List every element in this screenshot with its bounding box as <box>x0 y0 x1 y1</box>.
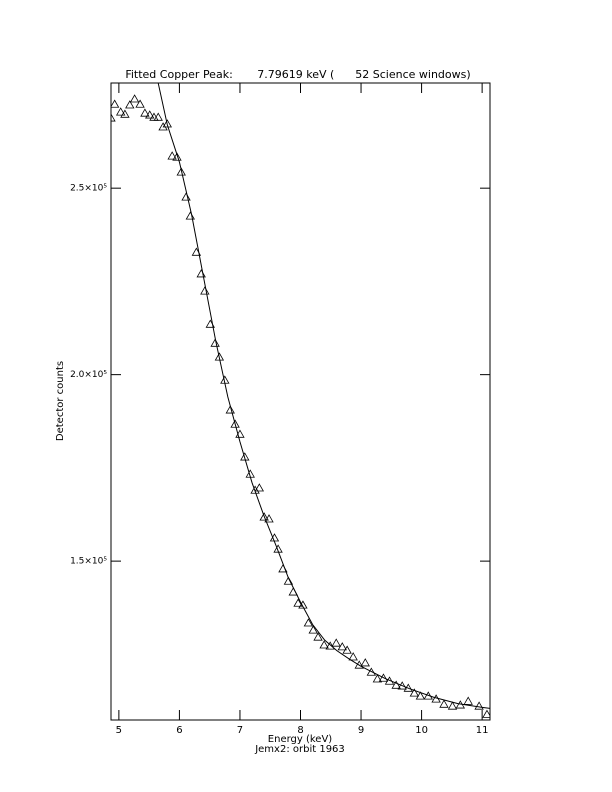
data-point <box>158 122 168 131</box>
data-point <box>225 405 235 414</box>
data-point <box>331 638 341 647</box>
data-point <box>378 673 389 682</box>
data-point <box>308 625 318 634</box>
data-point <box>196 269 206 278</box>
data-point <box>319 640 329 649</box>
data-point <box>259 512 269 521</box>
data-point <box>463 696 473 705</box>
data-point <box>391 680 401 689</box>
data-point <box>240 452 250 461</box>
chart-subtitle: Jemx2: orbit 1963 <box>254 744 345 755</box>
fit-line <box>157 83 490 709</box>
data-point <box>397 681 407 690</box>
data-point <box>366 667 377 676</box>
data-point <box>111 113 116 122</box>
data-point <box>439 699 449 708</box>
data-point <box>360 658 370 667</box>
x-tick-label: 7 <box>237 725 243 736</box>
x-tick-label: 8 <box>297 725 303 736</box>
data-point <box>474 701 484 710</box>
y-tick-label: 1.5×10⁵ <box>70 557 107 567</box>
data-point <box>181 192 191 201</box>
plot-frame <box>110 82 491 721</box>
data-point <box>200 286 210 295</box>
data-point <box>140 108 150 117</box>
data-point <box>185 211 196 220</box>
chart-title: Fitted Copper Peak: 7.79619 keV ( 52 Sci… <box>125 68 470 81</box>
data-point <box>342 645 352 654</box>
x-tick-label: 11 <box>476 725 489 736</box>
data-point <box>298 600 308 609</box>
data-point <box>153 112 163 121</box>
data-point <box>250 485 260 494</box>
y-tick-label: 2.0×10⁵ <box>70 370 107 380</box>
data-point <box>254 483 265 492</box>
data-point <box>409 688 420 697</box>
x-tick-label: 5 <box>116 725 122 736</box>
data-point <box>354 660 364 669</box>
data-point <box>313 632 323 641</box>
x-tick-label: 9 <box>358 725 364 736</box>
data-point <box>115 107 126 116</box>
data-point <box>129 94 140 103</box>
x-tick-label: 10 <box>415 725 428 736</box>
data-point <box>167 151 177 160</box>
data-point <box>145 110 155 119</box>
y-axis-label: Detector counts <box>55 361 66 441</box>
data-point <box>337 642 347 651</box>
data-point <box>176 167 186 176</box>
data-point <box>283 576 294 585</box>
x-axis-label: Energy (keV) <box>268 734 333 745</box>
data-point <box>264 514 274 523</box>
y-tick-label: 2.5×10⁵ <box>70 184 107 194</box>
data-point <box>482 709 490 718</box>
data-point <box>125 100 135 109</box>
data-point <box>120 109 130 118</box>
data-point <box>293 598 303 607</box>
x-tick-label: 6 <box>176 725 182 736</box>
data-point <box>415 691 426 700</box>
data-point <box>172 152 182 161</box>
data-point <box>348 652 358 661</box>
data-point <box>135 99 145 108</box>
data-point <box>111 99 120 108</box>
data-point <box>162 119 172 128</box>
data-point <box>210 338 220 347</box>
data-point <box>303 618 314 627</box>
data-point <box>230 419 240 428</box>
data-point <box>372 674 383 683</box>
data-point <box>447 701 458 710</box>
